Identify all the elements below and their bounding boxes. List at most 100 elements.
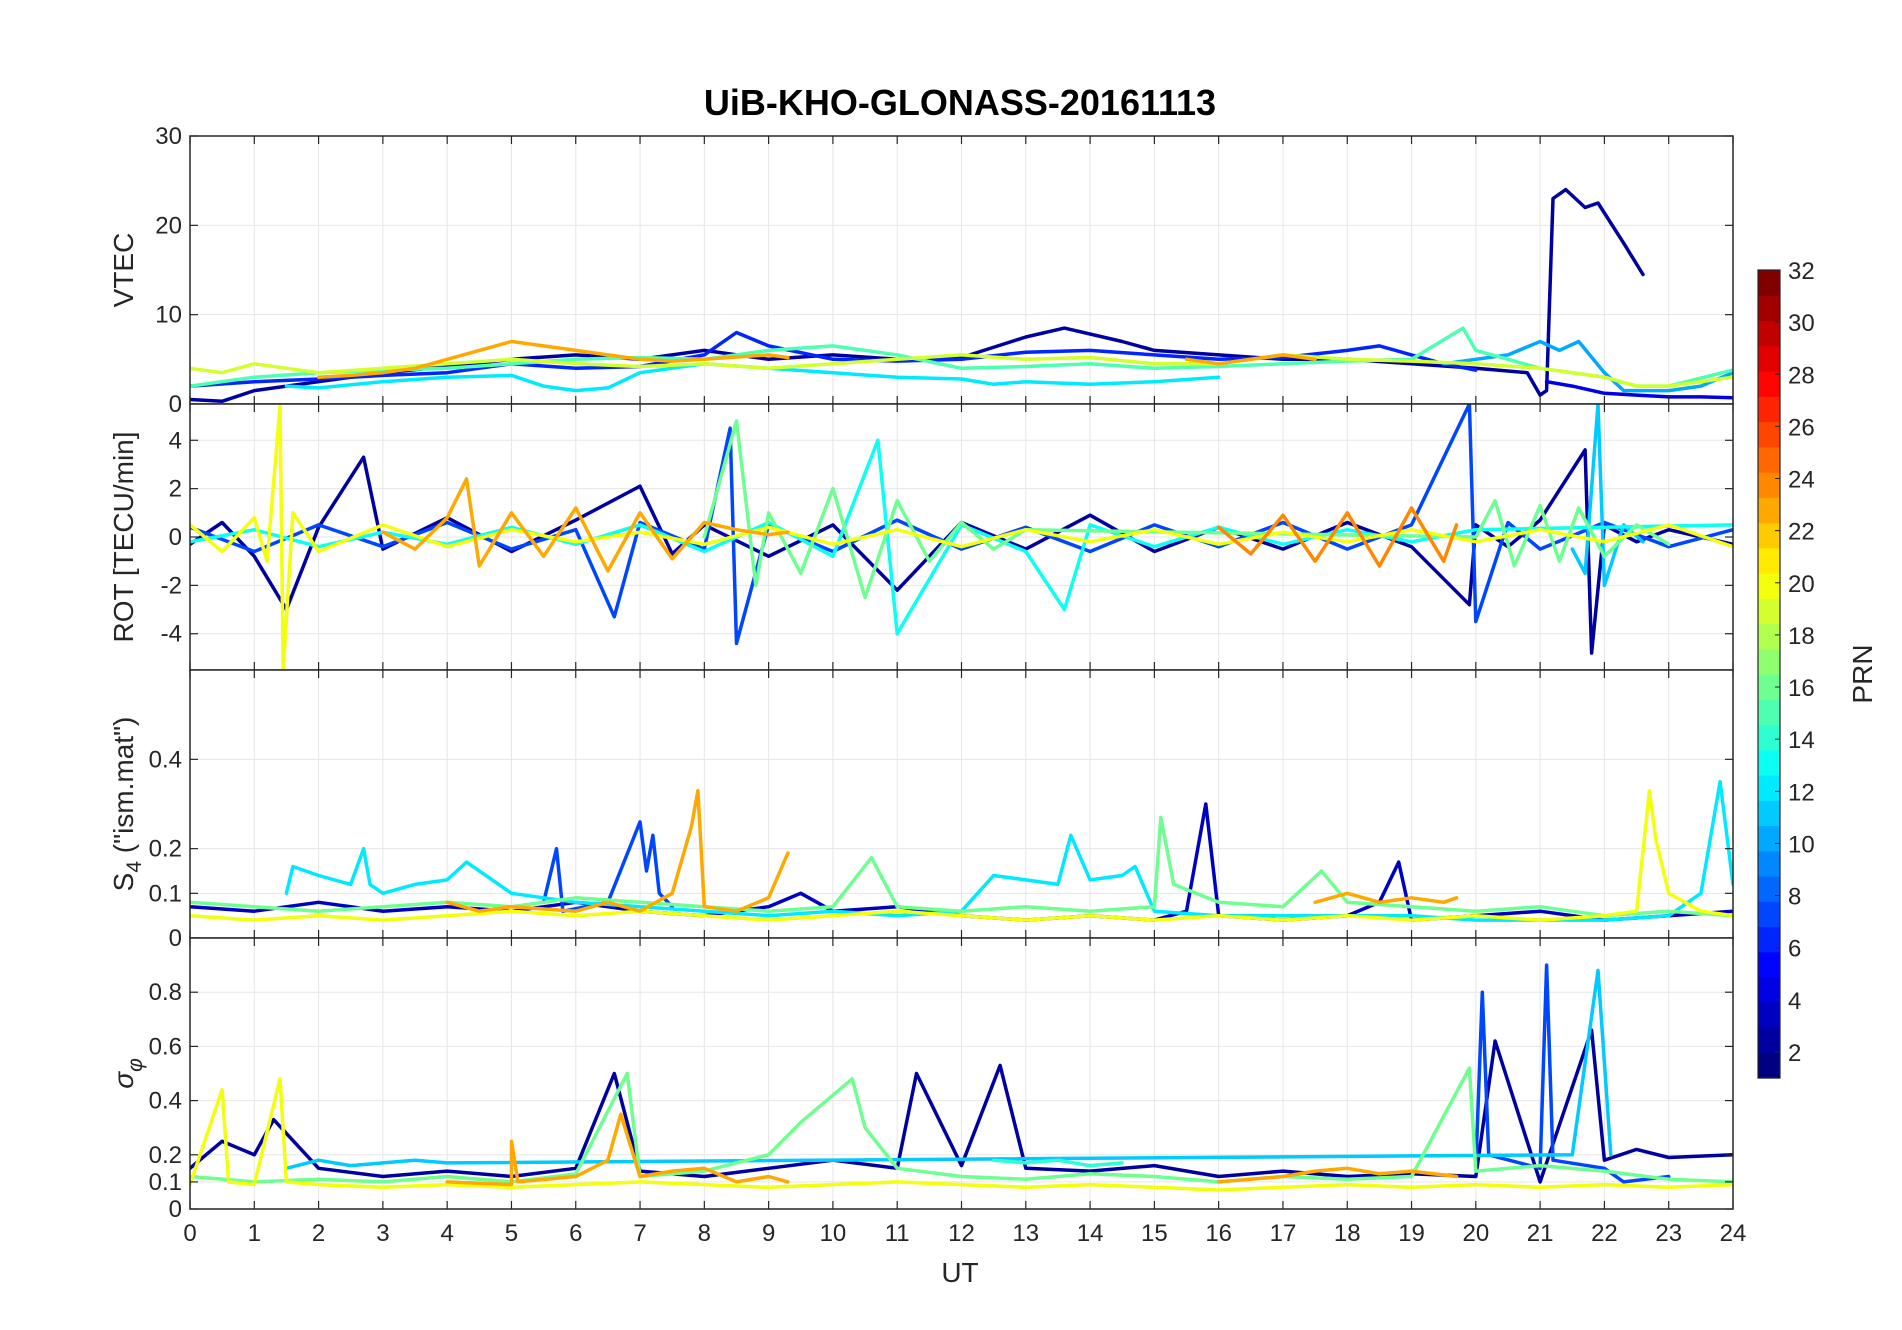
series-line-prn-23 <box>381 477 790 573</box>
colorbar-band <box>1758 320 1780 347</box>
colorbar-band <box>1758 345 1780 372</box>
colorbar-tick-label: 14 <box>1788 727 1815 754</box>
series-line-prn-20 <box>190 404 1733 670</box>
series-line-prn-19 <box>190 353 1733 388</box>
colorbar-band <box>1758 674 1780 700</box>
panel-vtec: 0 10 20 30 VTEC <box>108 123 1734 418</box>
x-tick-label: 3 <box>376 1220 389 1247</box>
x-tick-label: 6 <box>569 1220 582 1247</box>
series-line-prn-16 <box>190 815 1733 918</box>
colorbar-band <box>1758 724 1780 751</box>
colorbar-band <box>1758 446 1780 473</box>
series-line-prn-23 <box>1216 1166 1459 1184</box>
colorbar-band <box>1758 850 1780 877</box>
y-tick-label: 30 <box>155 123 182 150</box>
series-line-prn-7 <box>190 404 1733 646</box>
y-tick-label: 0.2 <box>149 1142 182 1169</box>
y-tick-label: 2 <box>169 476 182 503</box>
colorbar-band <box>1758 295 1780 322</box>
colorbar-tick-label: 24 <box>1788 467 1815 494</box>
x-tick-label: 2 <box>312 1220 325 1247</box>
x-tick-label: 22 <box>1591 1220 1618 1247</box>
series-line-prn-2 <box>190 448 1733 655</box>
colorbar-band <box>1758 472 1780 498</box>
colorbar-band <box>1758 901 1780 928</box>
x-tick-label: 9 <box>762 1220 775 1247</box>
x-tick-label: 14 <box>1077 1220 1104 1247</box>
colorbar-band <box>1758 648 1780 675</box>
y-axis-label: ROT [TECU/min] <box>108 431 139 642</box>
colorbar-band <box>1758 573 1780 599</box>
colorbar-band <box>1758 371 1780 397</box>
series-line-prn-14 <box>991 1158 1124 1168</box>
colorbar-tick-label: 26 <box>1788 414 1815 441</box>
tick-marks <box>189 135 1734 405</box>
colorbar-tick-label: 2 <box>1788 1040 1801 1067</box>
x-tick-label: 20 <box>1462 1220 1489 1247</box>
colorbar-band <box>1758 598 1780 625</box>
colorbar-band <box>1758 951 1780 978</box>
series-line-prn-23 <box>1313 891 1459 905</box>
colorbar-tick-label: 16 <box>1788 675 1815 702</box>
y-tick-label: 0 <box>169 925 182 952</box>
x-tick-label: 10 <box>820 1220 847 1247</box>
series-line-prn-23 <box>1184 353 1317 366</box>
y-tick-label: 0 <box>169 1196 182 1223</box>
y-tick-label: 0.8 <box>149 979 182 1006</box>
x-tick-label: 15 <box>1141 1220 1168 1247</box>
colorbar-band <box>1758 1027 1780 1054</box>
y-tick-label: 0.4 <box>149 1088 182 1115</box>
y-axis-label: VTEC <box>108 233 139 308</box>
panel-rot: -4 -2 0 2 4 ROT [TECU/min] <box>108 403 1734 671</box>
colorbar-band <box>1758 800 1780 827</box>
colorbar-band <box>1758 699 1780 726</box>
series-group <box>190 779 1733 922</box>
y-tick-label: 10 <box>155 302 182 329</box>
series-line-prn-4 <box>1544 379 1733 400</box>
colorbar-tick-label: 20 <box>1788 571 1815 598</box>
colorbar-tick-label: 28 <box>1788 362 1815 389</box>
y-tick-label: -2 <box>161 572 182 599</box>
x-tick-label: 12 <box>948 1220 975 1247</box>
y-tick-label: 0 <box>169 391 182 418</box>
colorbar-tick-label: 32 <box>1788 258 1815 285</box>
colorbar-band <box>1758 547 1780 574</box>
colorbar-tick-label: 12 <box>1788 779 1815 806</box>
series-line-prn-7 <box>541 820 674 913</box>
colorbar-tick-label: 22 <box>1788 519 1815 546</box>
tick-marks <box>189 404 1734 670</box>
grid <box>189 404 1734 670</box>
x-tick-label: 17 <box>1270 1220 1297 1247</box>
colorbar-band <box>1758 1002 1780 1029</box>
y-tick-label: 0.6 <box>149 1033 182 1060</box>
x-tick-label: 24 <box>1720 1220 1747 1247</box>
colorbar-band <box>1758 522 1780 549</box>
colorbar-tick-label: 18 <box>1788 623 1815 650</box>
x-axis-label: UT <box>941 1257 978 1288</box>
x-tick-label: 4 <box>440 1220 453 1247</box>
series-line-prn-16 <box>190 1066 1733 1184</box>
colorbar-band <box>1758 623 1780 650</box>
y-axis-label-subscript: φ <box>124 1058 147 1072</box>
x-tick-label: 19 <box>1398 1220 1425 1247</box>
series-line-prn-7 <box>1474 963 1671 1184</box>
colorbar-band <box>1758 876 1780 902</box>
colorbar-tick-label: 4 <box>1788 988 1801 1015</box>
x-tick-label: 18 <box>1334 1220 1361 1247</box>
series-line-prn-20 <box>190 788 1733 922</box>
colorbar-band <box>1758 497 1780 524</box>
y-tick-label: 0.2 <box>149 836 182 863</box>
colorbar-tick-label: 8 <box>1788 884 1801 911</box>
series-group <box>190 187 1733 404</box>
x-tick-label: 8 <box>698 1220 711 1247</box>
colorbar-band <box>1758 775 1780 801</box>
tick-marks <box>189 938 1734 1210</box>
x-tick-label: 7 <box>633 1220 646 1247</box>
y-tick-label: 20 <box>155 212 182 239</box>
y-tick-label: 4 <box>169 427 182 454</box>
y-tick-label: -4 <box>161 621 182 648</box>
y-tick-label: 0 <box>169 524 182 551</box>
